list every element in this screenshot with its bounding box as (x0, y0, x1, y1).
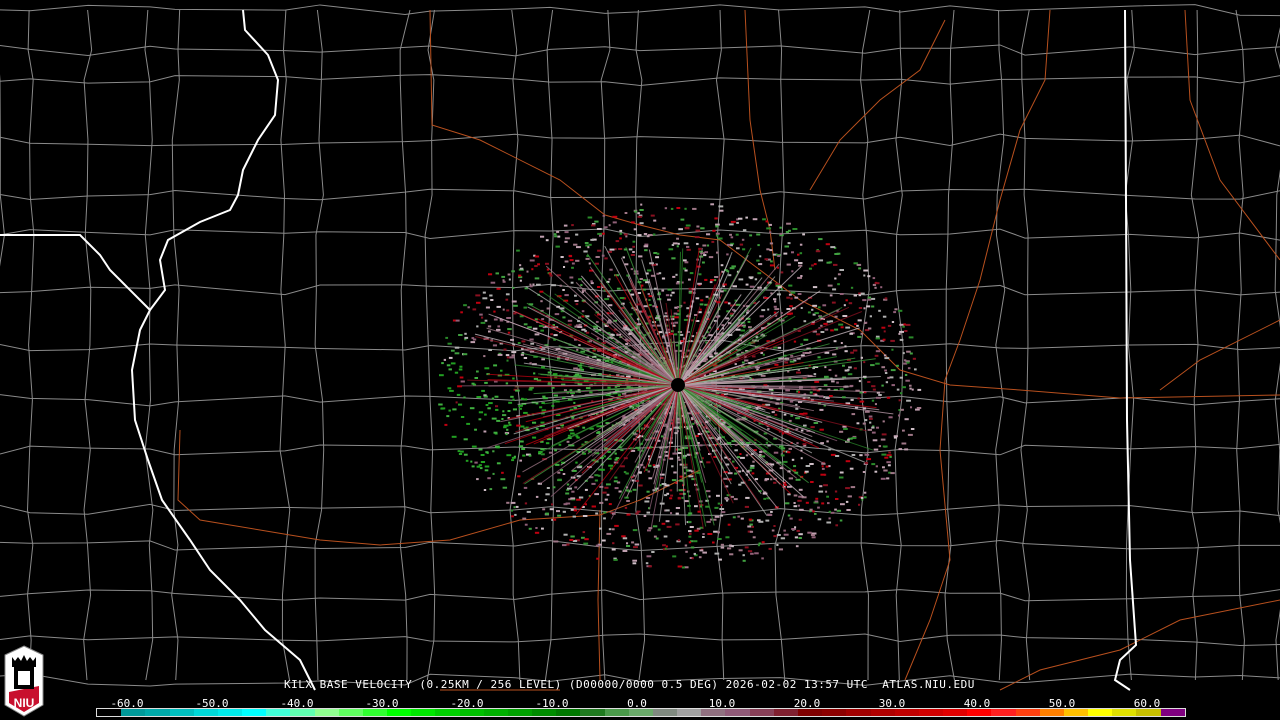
product-caption: KILX BASE VELOCITY (0.25KM / 256 LEVEL) … (284, 678, 975, 691)
legend-color-swatch (1063, 709, 1089, 716)
legend-color-swatch (1112, 709, 1137, 716)
legend-color-swatch (701, 709, 726, 716)
state-borders (0, 9, 1138, 691)
legend-tick: 30.0 (878, 697, 906, 710)
legend-color-swatch (1160, 709, 1185, 716)
legend-color-swatch (1136, 709, 1161, 716)
legend-color-swatch (193, 709, 218, 716)
legend-color-swatch (169, 709, 194, 716)
legend-color-swatch (532, 709, 557, 716)
radar-velocity-echoes (438, 203, 922, 569)
legend-tick: 10.0 (708, 697, 736, 710)
legend-color-swatch (435, 709, 460, 716)
legend-color-swatch (266, 709, 291, 716)
legend-color-swatch (797, 709, 823, 716)
legend-color-swatch (217, 709, 243, 716)
legend-color-swatch (894, 709, 919, 716)
legend-color-swatch (749, 709, 774, 716)
legend-tick: -30.0 (365, 697, 399, 710)
legend-color-swatch (1015, 709, 1040, 716)
legend-color-swatch (97, 709, 122, 716)
legend-tick: -50.0 (195, 697, 229, 710)
legend-color-swatch (387, 709, 412, 716)
legend-color-swatch (411, 709, 436, 716)
county-borders (0, 4, 1280, 687)
legend-tick: -40.0 (280, 697, 314, 710)
legend-color-swatch (846, 709, 871, 716)
legend-color-swatch (725, 709, 750, 716)
legend-tick: -10.0 (535, 697, 569, 710)
legend-color-swatch (362, 709, 388, 716)
radar-site-marker (671, 378, 685, 392)
highways (177, 9, 1280, 691)
legend-color-swatch (242, 709, 267, 716)
legend-color-swatch (1039, 709, 1064, 716)
legend-color-swatch (991, 709, 1016, 716)
legend-tick: 60.0 (1133, 697, 1161, 710)
legend-tick: -20.0 (450, 697, 484, 710)
legend-color-swatch (290, 709, 315, 716)
velocity-color-scale (96, 708, 1186, 717)
legend-tick: -60.0 (110, 697, 144, 710)
legend-color-swatch (628, 709, 653, 716)
niu-logo: NIU (4, 645, 44, 717)
legend-tick: 20.0 (793, 697, 821, 710)
legend-color-swatch (483, 709, 508, 716)
legend-color-swatch (1088, 709, 1113, 716)
legend-tick: 50.0 (1048, 697, 1076, 710)
legend-color-swatch (556, 709, 581, 716)
legend-color-swatch (145, 709, 170, 716)
legend-color-swatch (652, 709, 678, 716)
legend-color-swatch (677, 709, 702, 716)
legend-color-swatch (604, 709, 629, 716)
legend-color-swatch (121, 709, 146, 716)
legend-tick-labels: -60.0 -50.0 -40.0 -30.0 -20.0 -10.0 0.0 10.0 20.… (0, 697, 1280, 710)
legend-color-swatch (314, 709, 339, 716)
legend-color-swatch (967, 709, 992, 716)
svg-text:NIU: NIU (14, 696, 35, 710)
legend-color-swatch (773, 709, 798, 716)
legend-color-swatch (507, 709, 533, 716)
legend-color-swatch (943, 709, 968, 716)
legend-color-swatch (822, 709, 847, 716)
legend-color-swatch (918, 709, 944, 716)
legend-color-swatch (580, 709, 605, 716)
legend-color-swatch (338, 709, 363, 716)
legend-tick: 0.0 (627, 697, 647, 710)
legend-color-swatch (870, 709, 895, 716)
legend-tick: 40.0 (963, 697, 991, 710)
legend-color-swatch (459, 709, 484, 716)
